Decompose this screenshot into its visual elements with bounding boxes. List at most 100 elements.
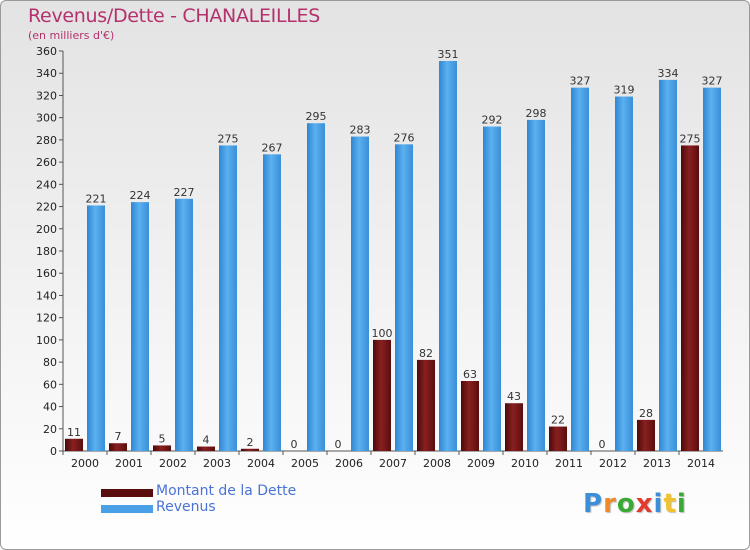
bar-dette [197, 446, 215, 451]
bar-revenus [219, 145, 237, 451]
legend-label-dette: Montant de la Dette [156, 483, 297, 499]
x-tick-label: 2000 [71, 457, 99, 470]
data-label-revenus: 292 [482, 114, 503, 127]
bar-revenus [527, 119, 545, 451]
y-tick-label: 40 [43, 401, 57, 414]
logo-letter: r [603, 489, 617, 519]
bar-revenus [307, 123, 325, 451]
x-tick-label: 2006 [335, 457, 363, 470]
x-tick-label: 2003 [203, 457, 231, 470]
data-label-dette: 0 [291, 438, 298, 451]
data-label-revenus: 267 [262, 141, 283, 154]
data-label-revenus: 276 [394, 131, 415, 144]
x-tick-label: 2011 [555, 457, 583, 470]
data-label-dette: 28 [639, 407, 653, 420]
logo-letter: P [583, 489, 604, 519]
legend-swatch-dette [101, 489, 153, 497]
data-label-revenus: 327 [570, 75, 591, 88]
data-label-revenus: 227 [174, 186, 195, 199]
y-tick-label: 180 [36, 245, 57, 258]
proxiti-logo: Proxiti [583, 489, 687, 519]
y-tick-label: 100 [36, 334, 57, 347]
bar-revenus [351, 136, 369, 452]
y-tick-label: 320 [36, 89, 57, 102]
bar-revenus [87, 205, 105, 451]
data-label-dette: 63 [463, 368, 477, 381]
y-tick-label: 240 [36, 178, 57, 191]
legend-swatch-revenus [101, 505, 153, 513]
data-label-revenus: 221 [86, 192, 107, 205]
bar-dette [505, 403, 523, 451]
bar-revenus [659, 79, 677, 451]
y-tick-label: 140 [36, 289, 57, 302]
data-label-revenus: 298 [526, 107, 547, 120]
bar-revenus [439, 61, 457, 451]
bar-revenus [615, 96, 633, 452]
y-tick-label: 360 [36, 45, 57, 58]
data-label-revenus: 295 [306, 110, 327, 123]
x-tick-label: 2007 [379, 457, 407, 470]
data-label-revenus: 275 [218, 132, 239, 145]
bar-revenus [395, 144, 413, 452]
logo-letter: i [653, 489, 664, 519]
x-tick-label: 2001 [115, 457, 143, 470]
y-tick-label: 200 [36, 223, 57, 236]
bar-revenus [131, 202, 149, 451]
data-label-dette: 0 [599, 438, 606, 451]
logo-letter: o [616, 489, 636, 519]
chart-subtitle: (en milliers d'€) [28, 29, 115, 42]
x-tick-label: 2010 [511, 457, 539, 470]
x-tick-label: 2002 [159, 457, 187, 470]
bar-dette [637, 419, 655, 451]
data-label-revenus: 319 [614, 84, 635, 97]
data-label-dette: 275 [680, 132, 701, 145]
y-tick-label: 20 [43, 423, 57, 436]
y-tick-label: 340 [36, 67, 57, 80]
bar-revenus [483, 126, 501, 452]
x-tick-label: 2013 [643, 457, 671, 470]
logo-letter: i [676, 489, 687, 519]
logo-letter: x [635, 489, 654, 519]
x-tick-label: 2009 [467, 457, 495, 470]
x-tick-label: 2008 [423, 457, 451, 470]
data-label-dette: 5 [159, 432, 166, 445]
chart-title: Revenus/Dette - CHANALEILLES [28, 5, 320, 27]
x-tick-label: 2012 [599, 457, 627, 470]
bar-revenus [175, 198, 193, 451]
data-label-dette: 7 [115, 430, 122, 443]
y-tick-label: 80 [43, 356, 57, 369]
data-label-dette: 2 [247, 436, 254, 449]
bar-dette [109, 443, 127, 451]
y-tick-label: 280 [36, 134, 57, 147]
bar-revenus [703, 87, 721, 452]
data-label-dette: 11 [67, 426, 81, 439]
data-label-dette: 43 [507, 390, 521, 403]
y-tick-label: 260 [36, 156, 57, 169]
bar-revenus [571, 87, 589, 452]
y-tick-label: 0 [50, 445, 57, 458]
x-tick-label: 2004 [247, 457, 275, 470]
data-label-revenus: 351 [438, 48, 459, 61]
data-label-dette: 22 [551, 414, 565, 427]
bar-dette [417, 359, 435, 451]
data-label-dette: 82 [419, 347, 433, 360]
bar-dette [549, 426, 567, 451]
y-tick-label: 60 [43, 378, 57, 391]
data-label-revenus: 327 [702, 75, 723, 88]
bar-dette [153, 445, 171, 451]
bar-dette [681, 145, 699, 451]
y-tick-label: 120 [36, 312, 57, 325]
data-label-dette: 0 [335, 438, 342, 451]
data-label-dette: 100 [372, 327, 393, 340]
y-tick-label: 300 [36, 112, 57, 125]
bar-dette [241, 448, 259, 451]
data-label-dette: 4 [203, 434, 210, 447]
bar-dette [65, 438, 83, 451]
x-tick-label: 2005 [291, 457, 319, 470]
bar-dette [373, 339, 391, 451]
data-label-revenus: 334 [658, 67, 679, 80]
logo-letter: t [663, 489, 677, 519]
data-label-revenus: 283 [350, 124, 371, 137]
